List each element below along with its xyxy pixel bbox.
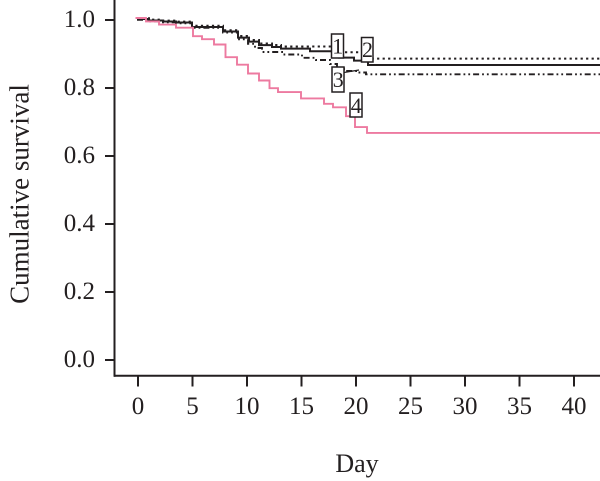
svg-text:30: 30 (453, 393, 478, 420)
svg-text:25: 25 (398, 393, 423, 420)
svg-text:15: 15 (289, 393, 314, 420)
svg-text:40: 40 (562, 393, 587, 420)
svg-text:0.0: 0.0 (64, 346, 95, 373)
svg-text:2: 2 (362, 37, 373, 62)
svg-text:0: 0 (132, 393, 145, 420)
svg-text:35: 35 (507, 393, 532, 420)
svg-text:1.0: 1.0 (64, 6, 95, 33)
svg-text:0.8: 0.8 (64, 74, 95, 101)
svg-text:20: 20 (344, 393, 369, 420)
svg-text:0.4: 0.4 (64, 210, 96, 237)
svg-text:10: 10 (235, 393, 260, 420)
svg-text:0.2: 0.2 (64, 278, 95, 305)
svg-text:1: 1 (332, 34, 343, 59)
svg-text:Cumulative survival: Cumulative survival (5, 84, 35, 304)
svg-text:5: 5 (186, 393, 199, 420)
svg-text:Day: Day (335, 449, 378, 478)
svg-text:4: 4 (351, 93, 362, 118)
svg-text:3: 3 (333, 67, 344, 92)
svg-text:0.6: 0.6 (64, 142, 95, 169)
